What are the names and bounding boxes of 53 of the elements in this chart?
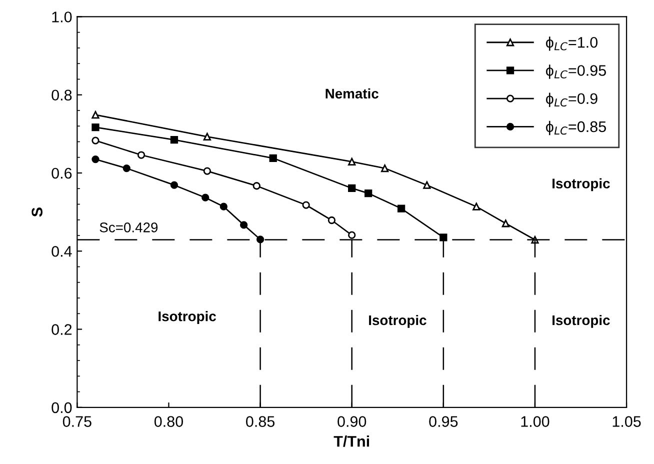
point <box>302 201 310 209</box>
x-tick-label: 1.05 <box>612 416 641 427</box>
x-tick-label: 0.95 <box>429 416 458 427</box>
point <box>92 136 100 144</box>
y-axis-title: S <box>32 208 42 217</box>
point <box>348 158 356 166</box>
legend-label: ϕ$_{LC}$=1.0 <box>546 36 598 51</box>
point <box>170 136 178 144</box>
x-axis-title: T/Tni <box>334 436 370 447</box>
x-tick-label: 0.75 <box>62 416 92 427</box>
point <box>328 216 336 224</box>
point <box>397 204 406 212</box>
y-tick-label: 0.0 <box>52 402 72 414</box>
y-tick-label: 0.8 <box>52 90 72 101</box>
x-tick-label: 0.80 <box>154 416 184 427</box>
point <box>202 194 210 202</box>
point <box>423 181 431 189</box>
ref-line-label: Sc=0.429 <box>100 222 158 232</box>
x-tick-label: 0.85 <box>246 416 275 427</box>
point <box>203 167 212 175</box>
annotation: Isotropic <box>369 314 426 328</box>
y-tick-label: 0.4 <box>52 246 72 257</box>
point <box>137 151 146 159</box>
point <box>203 132 212 140</box>
point <box>240 221 248 229</box>
legend-label: ϕ$_{LC}$=0.85 <box>546 120 606 136</box>
point <box>502 220 510 228</box>
point <box>92 155 100 164</box>
legend-label: ϕ$_{LC}$=0.95 <box>546 64 606 79</box>
point <box>269 154 277 162</box>
point <box>440 234 448 242</box>
x-tick-label: 0.90 <box>338 416 366 427</box>
x-tick-label: 1.00 <box>521 416 550 427</box>
y-tick-label: 0.2 <box>52 324 72 335</box>
annotation: Nematic <box>326 88 378 99</box>
point <box>380 164 389 172</box>
annotation: Isotropic <box>552 314 610 328</box>
point <box>472 202 480 210</box>
point <box>170 181 178 189</box>
point <box>348 231 356 239</box>
point <box>92 123 100 132</box>
point <box>252 182 260 190</box>
point <box>364 189 372 198</box>
annotation: Isotropic <box>552 178 610 192</box>
annotation: Isotropic <box>158 311 216 324</box>
y-tick-label: 0.6 <box>52 168 72 179</box>
point <box>122 164 130 172</box>
point <box>348 184 356 192</box>
point <box>92 110 100 119</box>
point <box>256 236 264 244</box>
point <box>220 202 228 210</box>
y-tick-label: 1.0 <box>52 12 72 22</box>
legend-label: ϕ$_{LC}$=0.9 <box>546 92 598 108</box>
